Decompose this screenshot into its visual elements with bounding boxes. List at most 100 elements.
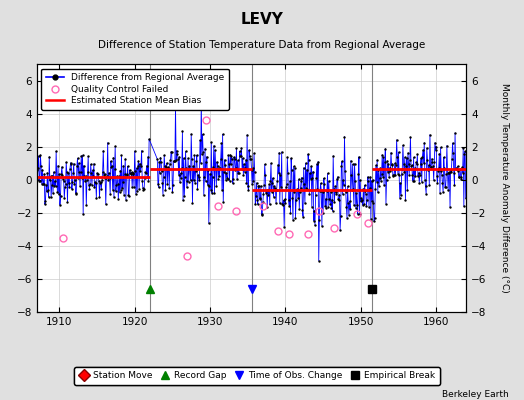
Point bbox=[297, 185, 305, 191]
Point bbox=[377, 178, 385, 184]
Point bbox=[270, 186, 279, 193]
Point bbox=[405, 172, 413, 178]
Point bbox=[401, 154, 409, 160]
Point bbox=[214, 176, 222, 183]
Point bbox=[64, 170, 72, 176]
Point bbox=[350, 202, 358, 208]
Point bbox=[92, 195, 101, 201]
Point bbox=[211, 147, 219, 154]
Point bbox=[277, 184, 285, 190]
Point bbox=[102, 174, 111, 181]
Point bbox=[60, 195, 69, 201]
Point bbox=[54, 191, 63, 198]
Point bbox=[446, 166, 455, 173]
Point bbox=[71, 177, 79, 183]
Point bbox=[45, 194, 53, 200]
Point bbox=[271, 185, 280, 192]
Point bbox=[291, 214, 300, 221]
Point bbox=[154, 180, 162, 187]
Point bbox=[372, 162, 380, 168]
Point bbox=[177, 174, 185, 181]
Y-axis label: Monthly Temperature Anomaly Difference (°C): Monthly Temperature Anomaly Difference (… bbox=[500, 83, 509, 293]
Point bbox=[330, 199, 339, 205]
Point bbox=[111, 143, 119, 150]
Point bbox=[63, 199, 72, 205]
Point bbox=[281, 200, 290, 206]
Point bbox=[164, 164, 172, 170]
Point bbox=[192, 158, 201, 164]
Point bbox=[404, 150, 412, 156]
Point bbox=[59, 176, 67, 182]
Point bbox=[438, 180, 446, 186]
Point bbox=[204, 220, 213, 226]
Point bbox=[108, 187, 117, 193]
Point bbox=[356, 177, 364, 184]
Point bbox=[116, 167, 124, 174]
Point bbox=[45, 154, 53, 160]
Point bbox=[196, 160, 205, 166]
Point bbox=[354, 211, 362, 217]
Point bbox=[429, 163, 437, 169]
Point bbox=[85, 181, 93, 188]
Point bbox=[124, 163, 132, 170]
Point bbox=[223, 176, 232, 182]
Point bbox=[387, 149, 395, 156]
Point bbox=[231, 156, 239, 162]
Point bbox=[357, 198, 365, 204]
Point bbox=[402, 162, 410, 169]
Point bbox=[97, 185, 105, 192]
Point bbox=[460, 203, 468, 210]
Point bbox=[93, 170, 102, 177]
Point bbox=[256, 195, 265, 201]
Point bbox=[361, 188, 369, 194]
Point bbox=[51, 182, 60, 189]
Point bbox=[339, 177, 347, 183]
Point bbox=[450, 170, 458, 176]
Text: Difference of Station Temperature Data from Regional Average: Difference of Station Temperature Data f… bbox=[99, 40, 425, 50]
Point bbox=[180, 193, 189, 199]
Legend: Station Move, Record Gap, Time of Obs. Change, Empirical Break: Station Move, Record Gap, Time of Obs. C… bbox=[74, 367, 440, 385]
Point bbox=[191, 168, 200, 174]
Point bbox=[96, 179, 105, 185]
Point bbox=[266, 178, 275, 184]
Point bbox=[133, 188, 141, 194]
Point bbox=[292, 197, 300, 204]
Point bbox=[408, 162, 416, 169]
Text: Berkeley Earth: Berkeley Earth bbox=[442, 390, 508, 399]
Point bbox=[433, 173, 441, 179]
Point bbox=[453, 166, 461, 172]
Point bbox=[230, 154, 238, 160]
Point bbox=[359, 186, 367, 192]
Point bbox=[424, 162, 433, 168]
Point bbox=[340, 181, 348, 188]
Point bbox=[387, 162, 396, 169]
Point bbox=[436, 144, 445, 151]
Point bbox=[260, 161, 269, 168]
Point bbox=[248, 181, 256, 188]
Point bbox=[62, 159, 70, 166]
Point bbox=[294, 194, 302, 201]
Point bbox=[234, 170, 243, 176]
Point bbox=[134, 158, 143, 164]
Point bbox=[187, 131, 195, 137]
Point bbox=[226, 161, 235, 168]
Point bbox=[456, 166, 464, 173]
Point bbox=[108, 163, 116, 169]
Point bbox=[298, 206, 307, 213]
Point bbox=[289, 216, 297, 223]
Point bbox=[137, 162, 145, 169]
Point bbox=[389, 173, 398, 179]
Point bbox=[288, 195, 297, 201]
Point bbox=[128, 171, 137, 177]
Point bbox=[89, 167, 97, 173]
Point bbox=[334, 196, 342, 202]
Point bbox=[312, 174, 320, 181]
Point bbox=[201, 145, 209, 152]
Point bbox=[178, 128, 187, 134]
Point bbox=[179, 197, 187, 204]
Point bbox=[326, 200, 334, 207]
Point bbox=[40, 171, 48, 177]
Point bbox=[187, 177, 195, 184]
Point bbox=[380, 158, 389, 165]
Point bbox=[155, 158, 163, 165]
